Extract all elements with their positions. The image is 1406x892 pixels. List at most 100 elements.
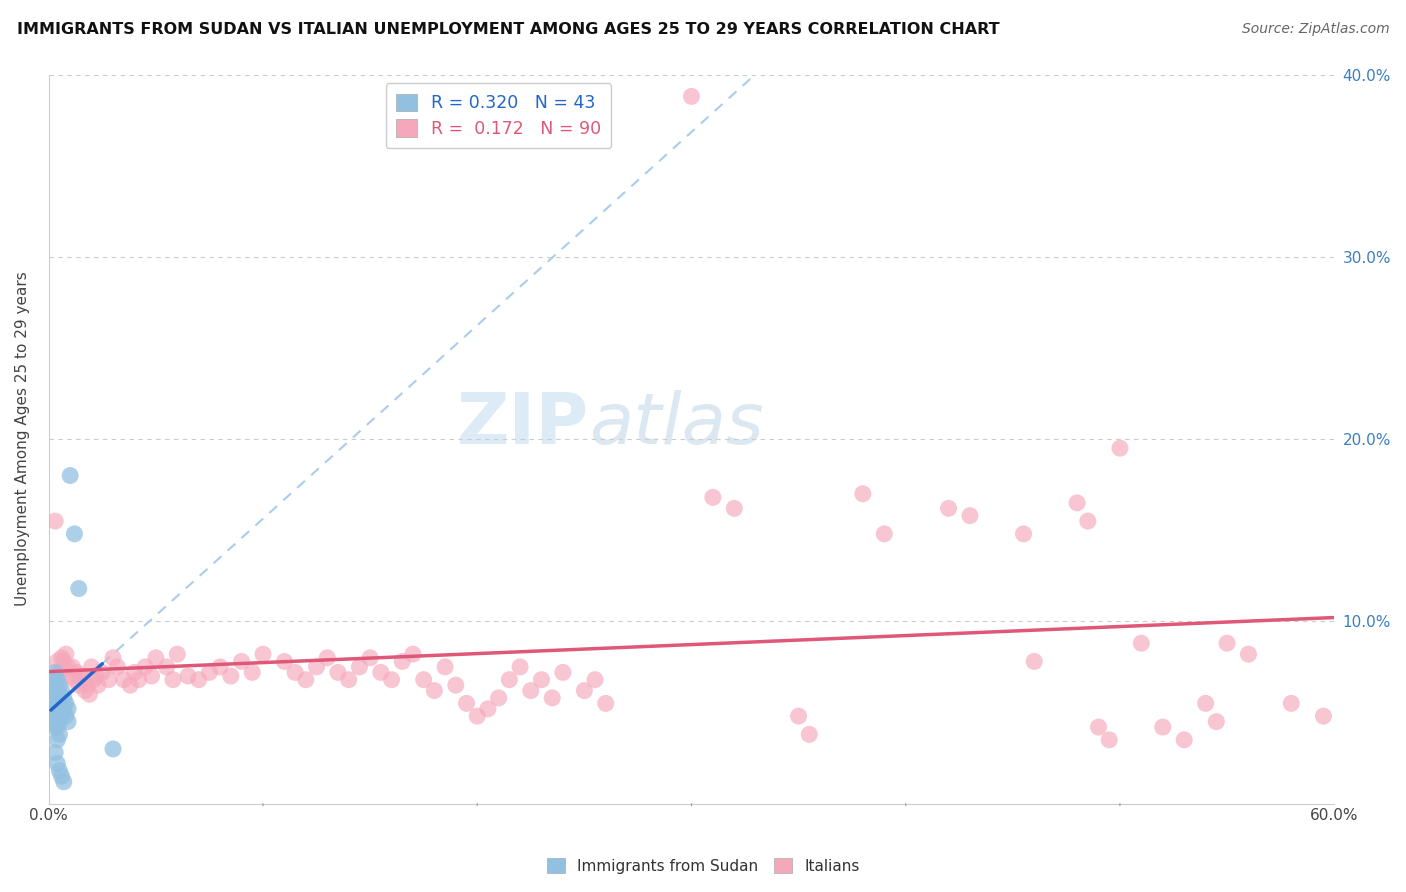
Point [59,669,82,683]
Point [97,673,120,687]
Point [56,702,79,716]
Point [166,647,188,661]
Point [48,678,70,692]
Point [1024,655,1046,669]
Point [1098,732,1121,747]
Point [101,650,124,665]
Point [456,697,478,711]
Point [520,683,543,698]
Point [124,665,146,680]
Point [55,709,77,723]
Point [70,669,93,683]
Point [52,774,75,789]
Point [67,678,90,692]
Point [46,756,69,771]
Point [1012,526,1035,541]
Point [72,673,94,687]
Point [48,690,70,705]
Point [444,678,467,692]
Point [423,683,446,698]
Point [477,702,499,716]
Point [177,669,200,683]
Point [295,673,318,687]
Point [46,732,69,747]
Point [42,673,65,687]
Point [51,650,73,665]
Point [551,665,574,680]
Point [305,660,328,674]
Point [76,678,98,692]
Text: Source: ZipAtlas.com: Source: ZipAtlas.com [1241,22,1389,37]
Point [51,683,73,698]
Point [48,764,70,778]
Point [60,660,83,674]
Point [1312,709,1334,723]
Point [284,665,307,680]
Point [1066,496,1088,510]
Point [530,673,553,687]
Point [595,697,617,711]
Point [1152,720,1174,734]
Point [44,690,66,705]
Point [583,673,606,687]
Point [252,647,274,661]
Point [65,665,87,680]
Point [44,678,66,692]
Point [1087,720,1109,734]
Point [51,697,73,711]
Y-axis label: Unemployment Among Ages 25 to 29 years: Unemployment Among Ages 25 to 29 years [15,272,30,607]
Point [79,687,101,701]
Point [84,669,107,683]
Point [1205,714,1227,729]
Point [141,669,163,683]
Point [681,89,703,103]
Point [316,650,339,665]
Point [48,665,70,680]
Text: ZIP: ZIP [457,390,589,459]
Point [219,669,242,683]
Point [80,660,103,674]
Point [959,508,981,523]
Point [52,655,75,669]
Point [44,720,66,734]
Point [51,709,73,723]
Point [1194,697,1216,711]
Point [48,702,70,716]
Point [46,697,69,711]
Text: IMMIGRANTS FROM SUDAN VS ITALIAN UNEMPLOYMENT AMONG AGES 25 TO 29 YEARS CORRELAT: IMMIGRANTS FROM SUDAN VS ITALIAN UNEMPLO… [17,22,1000,37]
Point [1216,636,1239,650]
Point [59,468,82,483]
Point [498,673,520,687]
Legend: Immigrants from Sudan, Italians: Immigrants from Sudan, Italians [540,852,866,880]
Point [56,660,79,674]
Point [52,690,75,705]
Point [155,660,177,674]
Point [48,727,70,741]
Point [412,673,434,687]
Point [128,673,150,687]
Point [198,665,221,680]
Text: atlas: atlas [589,390,763,459]
Point [509,660,531,674]
Point [83,673,105,687]
Point [42,678,65,692]
Point [67,582,90,596]
Point [349,660,371,674]
Point [51,769,73,783]
Point [326,665,349,680]
Point [44,702,66,716]
Point [240,665,263,680]
Point [187,673,209,687]
Point [134,660,156,674]
Point [799,727,821,741]
Point [46,720,69,734]
Point [39,687,62,701]
Point [145,650,167,665]
Point [42,714,65,729]
Point [231,655,253,669]
Point [273,655,295,669]
Point [48,714,70,729]
Point [42,687,65,701]
Point [1237,647,1260,661]
Point [39,690,62,705]
